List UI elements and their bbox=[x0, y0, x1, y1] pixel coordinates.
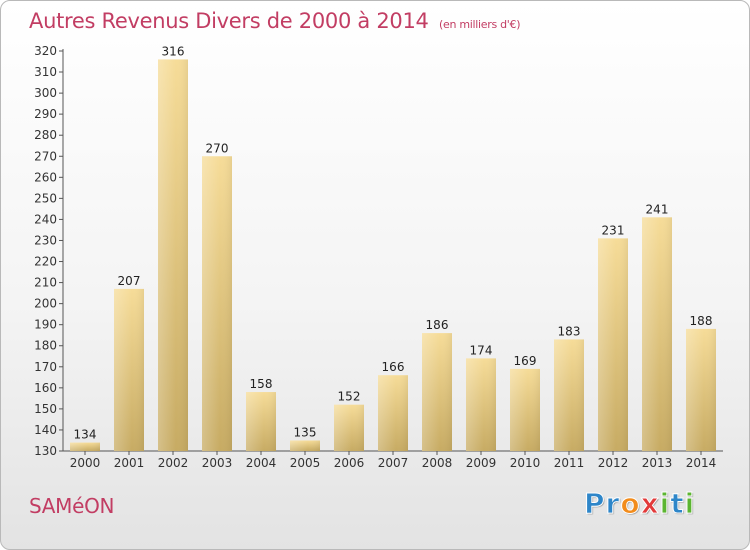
logo-letter: P bbox=[584, 487, 606, 521]
bar-value-label: 135 bbox=[294, 425, 317, 439]
city-name: SAMéON bbox=[29, 494, 115, 518]
bar-value-label: 231 bbox=[602, 223, 625, 237]
bar-shade bbox=[246, 392, 276, 451]
bar-shade bbox=[686, 328, 716, 451]
y-tick-label: 180 bbox=[34, 339, 57, 353]
y-tick-label: 200 bbox=[34, 297, 57, 311]
bar-value-label: 166 bbox=[382, 360, 405, 374]
bar-value-label: 186 bbox=[426, 318, 449, 332]
bar-shade bbox=[158, 59, 188, 451]
y-tick-label: 270 bbox=[34, 149, 57, 163]
bar-shade bbox=[378, 375, 408, 451]
logo-letter: i bbox=[659, 487, 671, 521]
y-tick-label: 210 bbox=[34, 276, 57, 290]
x-tick-label: 2005 bbox=[290, 456, 321, 470]
x-tick-label: 2000 bbox=[70, 456, 101, 470]
y-tick-label: 320 bbox=[34, 44, 57, 58]
chart-subtitle: (en milliers d'€) bbox=[439, 18, 521, 31]
bar-shade bbox=[554, 339, 584, 451]
bar-value-label: 241 bbox=[646, 202, 669, 216]
y-tick-label: 150 bbox=[34, 402, 57, 416]
x-tick-label: 2008 bbox=[422, 456, 453, 470]
chart-title-text: Autres Revenus Divers de 2000 à 2014 bbox=[29, 9, 429, 33]
bar-shade bbox=[334, 404, 364, 451]
logo-letter: i bbox=[684, 487, 696, 521]
x-tick-label: 2004 bbox=[246, 456, 277, 470]
logo-letter: x bbox=[640, 487, 660, 521]
y-tick-label: 160 bbox=[34, 381, 57, 395]
bar-shade bbox=[642, 217, 672, 451]
x-tick-label: 2014 bbox=[686, 456, 717, 470]
bar-value-label: 134 bbox=[74, 428, 97, 442]
bar-shade bbox=[202, 156, 232, 451]
y-tick-label: 140 bbox=[34, 423, 57, 437]
bar-shade bbox=[510, 368, 540, 451]
bar-shade bbox=[422, 333, 452, 451]
y-tick-label: 240 bbox=[34, 212, 57, 226]
x-tick-label: 2002 bbox=[158, 456, 189, 470]
y-tick-label: 250 bbox=[34, 191, 57, 205]
x-tick-label: 2001 bbox=[114, 456, 145, 470]
logo-letter: r bbox=[605, 487, 621, 521]
bar-shade bbox=[598, 238, 628, 451]
proxiti-logo: Proxiti bbox=[584, 487, 696, 521]
y-tick-label: 280 bbox=[34, 128, 57, 142]
y-tick-label: 190 bbox=[34, 318, 57, 332]
x-tick-label: 2006 bbox=[334, 456, 365, 470]
bar-shade bbox=[466, 358, 496, 451]
y-tick-label: 300 bbox=[34, 86, 57, 100]
x-tick-label: 2007 bbox=[378, 456, 409, 470]
x-tick-label: 2010 bbox=[510, 456, 541, 470]
y-tick-label: 290 bbox=[34, 107, 57, 121]
bar-value-label: 316 bbox=[162, 44, 185, 58]
bar-shade bbox=[70, 442, 100, 451]
x-tick-label: 2012 bbox=[598, 456, 629, 470]
y-tick-label: 170 bbox=[34, 360, 57, 374]
bar-value-label: 188 bbox=[690, 314, 713, 328]
bar-value-label: 169 bbox=[514, 354, 537, 368]
y-tick-label: 130 bbox=[34, 444, 57, 458]
x-tick-label: 2013 bbox=[642, 456, 673, 470]
bar-value-label: 174 bbox=[470, 343, 493, 357]
bar-value-label: 207 bbox=[118, 274, 141, 288]
bar-value-label: 158 bbox=[250, 377, 273, 391]
y-tick-label: 310 bbox=[34, 65, 57, 79]
bar-shade bbox=[114, 288, 144, 451]
bar-value-label: 152 bbox=[338, 390, 361, 404]
logo-letter: t bbox=[670, 487, 685, 521]
y-tick-label: 230 bbox=[34, 233, 57, 247]
bar-value-label: 270 bbox=[206, 141, 229, 155]
logo-letter: o bbox=[620, 487, 641, 521]
x-tick-label: 2011 bbox=[554, 456, 585, 470]
y-tick-label: 260 bbox=[34, 170, 57, 184]
y-tick-label: 220 bbox=[34, 255, 57, 269]
bar-shade bbox=[290, 440, 320, 451]
x-tick-label: 2003 bbox=[202, 456, 233, 470]
x-tick-label: 2009 bbox=[466, 456, 497, 470]
bar-value-label: 183 bbox=[558, 324, 581, 338]
chart-title: Autres Revenus Divers de 2000 à 2014 (en… bbox=[29, 9, 520, 33]
